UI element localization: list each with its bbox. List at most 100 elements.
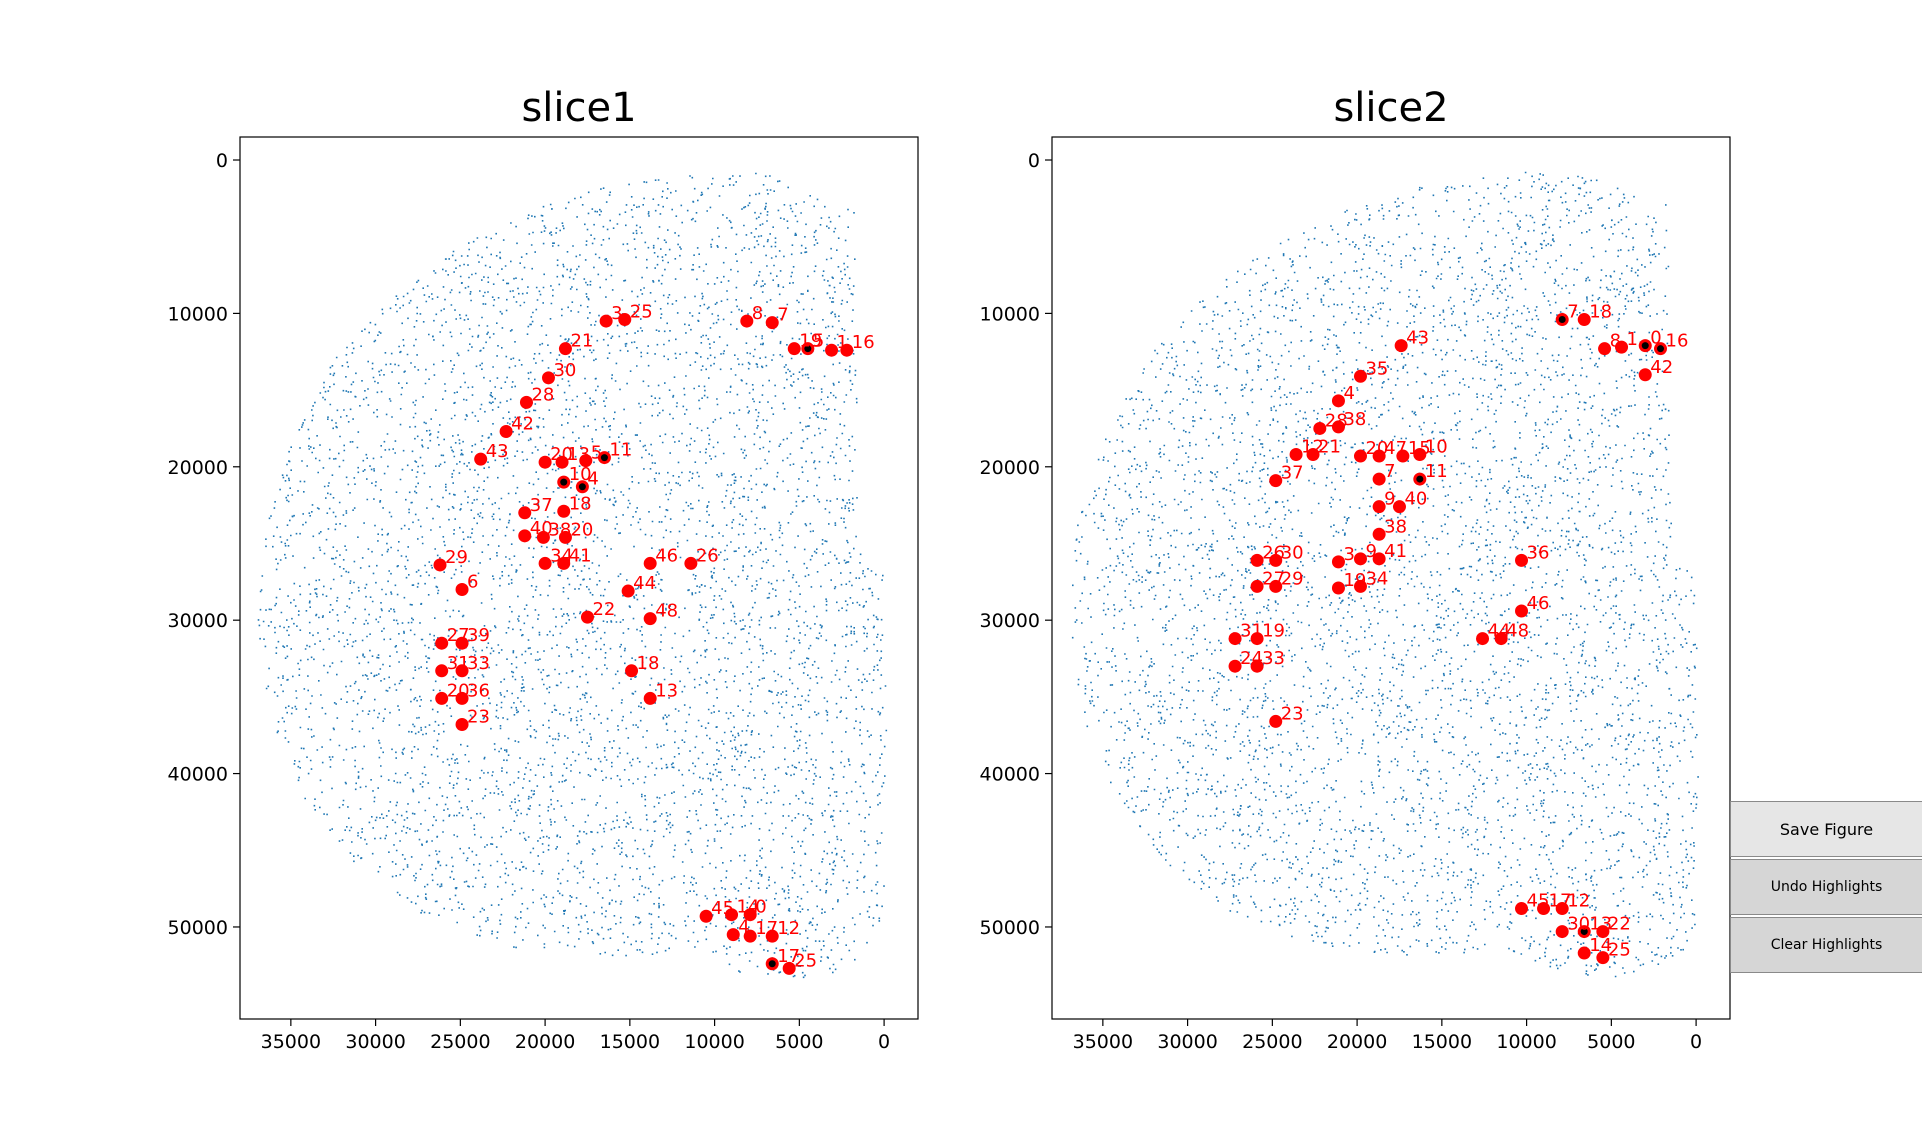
landmark-point[interactable]: [1372, 449, 1386, 463]
landmark-point[interactable]: [1331, 581, 1345, 595]
landmark-point[interactable]: [435, 636, 449, 650]
landmark-point[interactable]: [726, 928, 740, 942]
undo-highlights-button[interactable]: Undo Highlights: [1730, 859, 1922, 915]
landmark-point[interactable]: [435, 691, 449, 705]
landmark-point[interactable]: [1269, 474, 1283, 488]
landmark-point[interactable]: [538, 455, 552, 469]
landmark-point[interactable]: [1313, 421, 1327, 435]
landmark-point[interactable]: [1250, 659, 1264, 673]
landmark-point[interactable]: [1392, 500, 1406, 514]
landmark-point[interactable]: [1555, 925, 1569, 939]
landmark-point[interactable]: [1598, 342, 1612, 356]
landmark-point[interactable]: [1537, 902, 1551, 916]
landmark-point[interactable]: [1372, 527, 1386, 541]
landmark-point[interactable]: [825, 343, 839, 357]
landmark-point[interactable]: [699, 909, 713, 923]
landmark-point[interactable]: [1269, 579, 1283, 593]
landmark-point[interactable]: [1394, 339, 1408, 353]
landmark-point[interactable]: [1577, 313, 1591, 327]
landmark-point[interactable]: [455, 664, 469, 678]
landmark-point[interactable]: [743, 929, 757, 943]
landmark-point[interactable]: [1515, 604, 1529, 618]
landmark-point[interactable]: [1515, 553, 1529, 567]
landmark-point[interactable]: [499, 425, 513, 439]
landmark-point[interactable]: [1372, 472, 1386, 486]
landmark-point[interactable]: [455, 717, 469, 731]
landmark-point[interactable]: [474, 452, 488, 466]
landmark-point[interactable]: [1494, 632, 1508, 646]
landmark-point[interactable]: [541, 371, 555, 385]
landmark-point[interactable]: [1306, 448, 1320, 462]
landmark-point[interactable]: [580, 610, 594, 624]
landmark-point[interactable]: [1353, 552, 1367, 566]
landmark-point[interactable]: [455, 583, 469, 597]
axes-frame: [239, 136, 919, 1020]
landmark-point[interactable]: [1372, 500, 1386, 514]
landmark-point[interactable]: [1250, 553, 1264, 567]
landmark-point[interactable]: [765, 929, 779, 943]
landmark-point[interactable]: [1577, 946, 1591, 960]
landmark-point[interactable]: [518, 529, 532, 543]
landmark-point[interactable]: [1289, 448, 1303, 462]
landmark-point[interactable]: [787, 342, 801, 356]
landmark-point[interactable]: [1250, 579, 1264, 593]
y-tick-label: 0: [1028, 150, 1040, 172]
landmark-point[interactable]: [579, 454, 593, 468]
landmark-point[interactable]: [740, 314, 754, 328]
clear-highlights-button[interactable]: Clear Highlights: [1730, 917, 1922, 973]
landmark-point[interactable]: [1638, 368, 1652, 382]
landmark-point[interactable]: [782, 961, 796, 975]
landmark-point[interactable]: [1250, 632, 1264, 646]
landmark-point[interactable]: [1413, 448, 1427, 462]
landmark-point[interactable]: [1555, 902, 1569, 916]
landmark-point[interactable]: [1228, 659, 1242, 673]
landmark-point[interactable]: [455, 691, 469, 705]
landmark-point[interactable]: [536, 530, 550, 544]
landmark-point[interactable]: [1615, 340, 1629, 354]
landmark-point[interactable]: [1372, 552, 1386, 566]
chart-title: slice1: [521, 85, 636, 131]
landmark-point[interactable]: [1596, 951, 1610, 965]
landmark-point[interactable]: [1353, 449, 1367, 463]
landmark-point[interactable]: [519, 395, 533, 409]
landmark-label: 17: [755, 918, 778, 939]
landmark-label: 11: [609, 440, 632, 461]
landmark-point[interactable]: [1331, 420, 1345, 434]
landmark-point[interactable]: [555, 455, 569, 469]
landmark-point[interactable]: [743, 908, 757, 922]
landmark-point[interactable]: [1269, 553, 1283, 567]
landmark-point[interactable]: [621, 584, 635, 598]
save-figure-button[interactable]: Save Figure: [1730, 801, 1922, 857]
landmark-point[interactable]: [725, 908, 739, 922]
landmark-point[interactable]: [538, 556, 552, 570]
landmark-point[interactable]: [1515, 902, 1529, 916]
landmark-point[interactable]: [1269, 714, 1283, 728]
landmark-point[interactable]: [557, 556, 571, 570]
landmark-point[interactable]: [625, 664, 639, 678]
landmark-point[interactable]: [455, 636, 469, 650]
landmark-point[interactable]: [599, 314, 613, 328]
landmark-point[interactable]: [558, 530, 572, 544]
landmark-point[interactable]: [1353, 579, 1367, 593]
landmark-point[interactable]: [1331, 555, 1345, 569]
landmark-point[interactable]: [684, 556, 698, 570]
landmark-point[interactable]: [435, 664, 449, 678]
landmark-point[interactable]: [643, 556, 657, 570]
landmark-point[interactable]: [618, 313, 632, 327]
landmark-point[interactable]: [1396, 449, 1410, 463]
landmark-point[interactable]: [643, 612, 657, 626]
landmark-point[interactable]: [765, 316, 779, 330]
landmark-point[interactable]: [1331, 394, 1345, 408]
landmark-point[interactable]: [1596, 925, 1610, 939]
landmark-point[interactable]: [1228, 632, 1242, 646]
landmark-point[interactable]: [558, 342, 572, 356]
landmark-point[interactable]: [840, 343, 854, 357]
landmark-point[interactable]: [518, 506, 532, 520]
landmark-point[interactable]: [643, 691, 657, 705]
landmark-point[interactable]: [557, 504, 571, 518]
landmark-point[interactable]: [433, 558, 447, 572]
landmark-point[interactable]: [1476, 632, 1490, 646]
landmark-label: 21: [1318, 437, 1341, 458]
landmark-point[interactable]: [1353, 369, 1367, 383]
